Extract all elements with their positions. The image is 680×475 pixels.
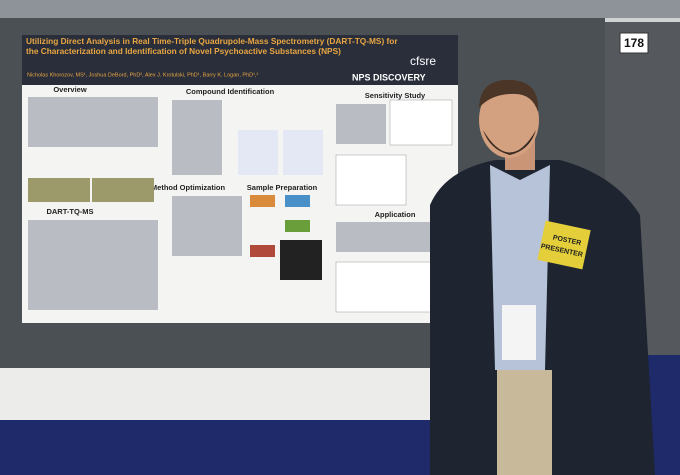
chart-image	[335, 154, 407, 206]
flow-box	[250, 245, 275, 257]
poster-title: Utilizing Direct Analysis in Real Time-T…	[26, 37, 398, 56]
flow-box	[285, 195, 310, 207]
table-top	[0, 368, 475, 420]
poster-text-lines	[28, 97, 454, 310]
poster-authors: Nicholas Khorozov, MS¹, Joshua DeBord, P…	[27, 72, 258, 78]
poster-title-box: Utilizing Direct Analysis in Real Time-T…	[26, 37, 398, 56]
booth-number: 178	[624, 36, 644, 50]
name-badge	[502, 305, 536, 360]
ribbon-badge	[537, 220, 591, 270]
face	[479, 82, 539, 158]
logo: cfsre	[410, 54, 436, 68]
booth-sign	[619, 32, 649, 54]
section-heading: Sample Preparation	[247, 183, 318, 192]
hair	[479, 79, 539, 112]
logo: NPS DISCOVERY	[352, 72, 426, 82]
flow-box	[250, 195, 275, 207]
chart-image	[389, 99, 453, 146]
spectrum	[283, 130, 323, 175]
instrument	[280, 240, 322, 280]
poster-header	[22, 35, 458, 85]
spectrum	[238, 130, 278, 175]
flow-box	[285, 220, 310, 232]
photo	[28, 178, 90, 202]
section-heading: Application	[375, 210, 416, 219]
section-heading: DART-TQ-MS	[46, 207, 93, 216]
section-heading: Compound Identification	[186, 87, 275, 96]
section-heading: Method Optimization	[151, 183, 226, 192]
photo	[92, 178, 154, 202]
ceiling	[0, 0, 680, 18]
beard	[483, 130, 536, 155]
section-heading: Overview	[53, 85, 87, 94]
trousers	[497, 370, 552, 475]
table-skirt	[0, 420, 475, 475]
section-heading: Sensitivity Study	[365, 91, 426, 100]
